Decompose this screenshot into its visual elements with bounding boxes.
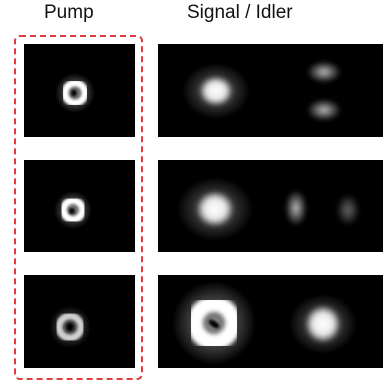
signal-idler-beam-image-3: [158, 275, 383, 368]
pump-column-title: Pump: [44, 2, 94, 23]
signal-idler-beam-image-1: [158, 44, 383, 137]
pump-beam-image-1: [24, 44, 135, 137]
pump-beam-image-3: [24, 275, 135, 368]
signal-idler-column-title: Signal / Idler: [187, 2, 293, 23]
pump-beam-image-2: [24, 160, 135, 252]
pump-highlight-box: [14, 35, 143, 380]
signal-idler-beam-image-2: [158, 160, 383, 252]
